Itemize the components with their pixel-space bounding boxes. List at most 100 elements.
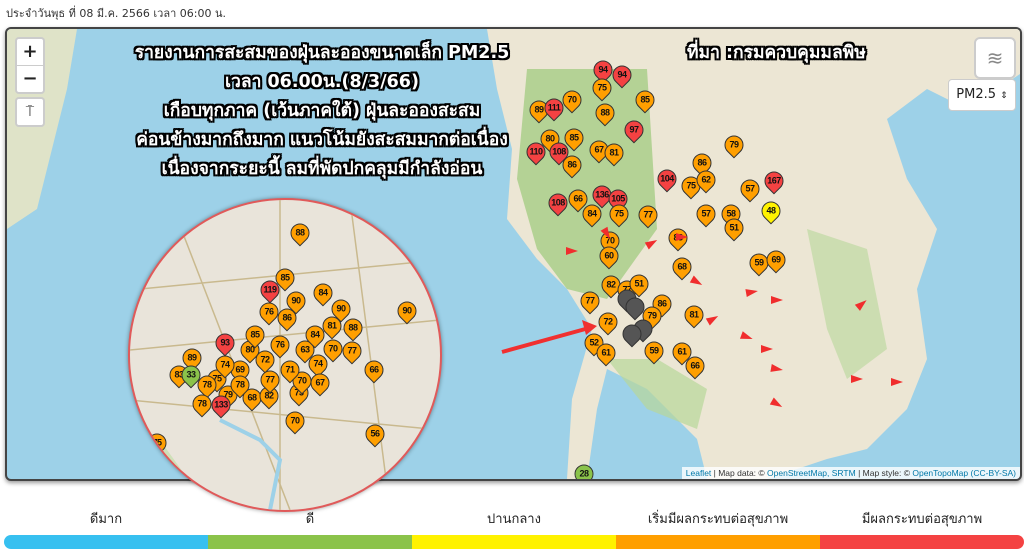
zoom-control: + − bbox=[15, 37, 45, 94]
station-value: 56 bbox=[370, 428, 380, 439]
station-value: 84 bbox=[587, 208, 597, 219]
station-value: 81 bbox=[689, 309, 699, 320]
station-value: 76 bbox=[264, 306, 274, 317]
station-value: 57 bbox=[701, 208, 711, 219]
legend-color-bar bbox=[208, 535, 412, 549]
station-value: 85 bbox=[250, 329, 260, 340]
leaflet-link[interactable]: Leaflet bbox=[685, 468, 712, 478]
station-value: 72 bbox=[603, 316, 613, 327]
station-value: 90 bbox=[336, 303, 346, 314]
station-value: 77 bbox=[265, 374, 275, 385]
station-value: 97 bbox=[629, 124, 639, 135]
station-value: 51 bbox=[634, 278, 644, 289]
station-value: 84 bbox=[318, 287, 328, 298]
station-value: 78 bbox=[202, 379, 212, 390]
station-value: 104 bbox=[660, 173, 674, 184]
attr-text: | Map data: © bbox=[711, 468, 768, 478]
opentopomap-link[interactable]: OpenTopoMap bbox=[912, 468, 969, 478]
attribution: Leaflet | Map data: © OpenStreetMap, SRT… bbox=[681, 467, 1020, 479]
station-value: 86 bbox=[282, 312, 292, 323]
zoom-out-button[interactable]: − bbox=[17, 65, 43, 92]
station-value: 70 bbox=[328, 343, 338, 354]
station-value: 69 bbox=[771, 254, 781, 265]
station-value: 86 bbox=[697, 157, 707, 168]
station-value: 88 bbox=[600, 107, 610, 118]
person-location-icon[interactable]: ⍑ bbox=[15, 97, 45, 127]
source-label: ที่มา :กรมควบคุมมลพิษ bbox=[687, 43, 866, 63]
title-line: เวลา 06.00น.(8/3/66) bbox=[225, 72, 419, 92]
legend-label: มีผลกระทบต่อสุขภาพ bbox=[861, 512, 983, 527]
station-value: 68 bbox=[677, 261, 687, 272]
title-line: ค่อนข้างมากถึงมาก แนวโน้มยังสะสมมากต่อเน… bbox=[136, 130, 508, 150]
station-value: 94 bbox=[617, 69, 627, 80]
station-value: 70 bbox=[567, 94, 577, 105]
station-value: 78 bbox=[235, 379, 245, 390]
station-value: 85 bbox=[569, 132, 579, 143]
station-value: 75 bbox=[152, 437, 162, 448]
station-value: 66 bbox=[369, 364, 379, 375]
station-value: 76 bbox=[275, 339, 285, 350]
inset-roads bbox=[130, 200, 440, 510]
title-line: เกือบทุกภาค (เว้นภาคใต้) ฝุ่นละอองสะสม bbox=[163, 101, 481, 121]
pollutant-select-value: PM2.5 bbox=[956, 87, 997, 102]
station-value: 85 bbox=[640, 94, 650, 105]
license-link[interactable]: (CC-BY-SA) bbox=[970, 468, 1017, 478]
station-value: 93 bbox=[220, 337, 230, 348]
station-value: 111 bbox=[547, 102, 561, 113]
station-value: 74 bbox=[220, 359, 230, 370]
station-value: 85 bbox=[280, 272, 290, 283]
station-value: 71 bbox=[285, 364, 295, 375]
station-value: 78 bbox=[197, 398, 207, 409]
title-line: รายงานการสะสมของฝุ่นละอองขนาดเล็ก PM2.5 bbox=[134, 43, 510, 63]
station-value: 119 bbox=[263, 284, 277, 295]
layers-icon[interactable]: ≋ bbox=[974, 37, 1016, 79]
legend-label: ปานกลาง bbox=[487, 512, 541, 527]
report-title: รายงานการสะสมของฝุ่นละอองขนาดเล็ก PM2.5 … bbox=[102, 39, 542, 184]
station-value: 88 bbox=[295, 227, 305, 238]
pollutant-select[interactable]: PM2.5 ⇕ bbox=[948, 79, 1016, 111]
station-value: 133 bbox=[214, 399, 228, 410]
station-value: 75 bbox=[614, 208, 624, 219]
station-value: 79 bbox=[729, 139, 739, 150]
legend-label: เริ่มมีผลกระทบต่อสุขภาพ bbox=[647, 512, 789, 527]
sort-arrows-icon: ⇕ bbox=[1000, 91, 1008, 101]
station-value: 77 bbox=[643, 209, 653, 220]
station-value: 60 bbox=[604, 250, 614, 261]
bangkok-inset-map: 88 85 119 90 84 76 86 90 90 93 81 88 70 77 74 66 89 83 33 7… bbox=[128, 198, 442, 512]
station-value: 81 bbox=[609, 147, 619, 158]
station-value: 62 bbox=[701, 174, 711, 185]
zoom-in-button[interactable]: + bbox=[22, 41, 38, 62]
station-value: 72 bbox=[260, 354, 270, 365]
station-value: 28 bbox=[579, 468, 589, 479]
station-value: 86 bbox=[567, 159, 577, 170]
station-value: 94 bbox=[598, 64, 608, 75]
station-value: 61 bbox=[601, 347, 611, 358]
legend-label: ดีมาก bbox=[89, 512, 123, 527]
legend-color-bar bbox=[616, 535, 820, 549]
attr-text: | Map style: © bbox=[855, 468, 913, 478]
station-value: 59 bbox=[649, 345, 659, 356]
osm-link[interactable]: OpenStreetMap, SRTM bbox=[767, 468, 856, 478]
title-line: เนื่องจากระยะนี้ ลมที่พัดปกคลุมมีกำลังอ่… bbox=[161, 159, 483, 179]
legend-color-bar bbox=[4, 535, 208, 549]
legend-label: ดี bbox=[305, 512, 315, 527]
station-value: 90 bbox=[402, 305, 412, 316]
station-value: 89 bbox=[187, 352, 197, 363]
station-value: 67 bbox=[315, 377, 325, 388]
station-value: 83 bbox=[673, 232, 683, 243]
station-value: 51 bbox=[729, 222, 739, 233]
station-value: 84 bbox=[310, 329, 320, 340]
station-value: 70 bbox=[290, 415, 300, 426]
station-value: 88 bbox=[348, 322, 358, 333]
station-value: 75 bbox=[597, 82, 607, 93]
date-line: ประจำวันพุธ ที่ 08 มี.ค. 2566 เวลา 06:00… bbox=[6, 7, 226, 20]
station-value: 90 bbox=[291, 295, 301, 306]
station-value: 167 bbox=[767, 175, 781, 186]
station-value: 59 bbox=[754, 257, 764, 268]
station-value: 66 bbox=[690, 360, 700, 371]
station-value: 81 bbox=[327, 320, 337, 331]
station-value: 57 bbox=[745, 183, 755, 194]
legend-color-bar bbox=[412, 535, 616, 549]
station-value: 77 bbox=[585, 295, 595, 306]
station-value: 48 bbox=[766, 205, 776, 216]
